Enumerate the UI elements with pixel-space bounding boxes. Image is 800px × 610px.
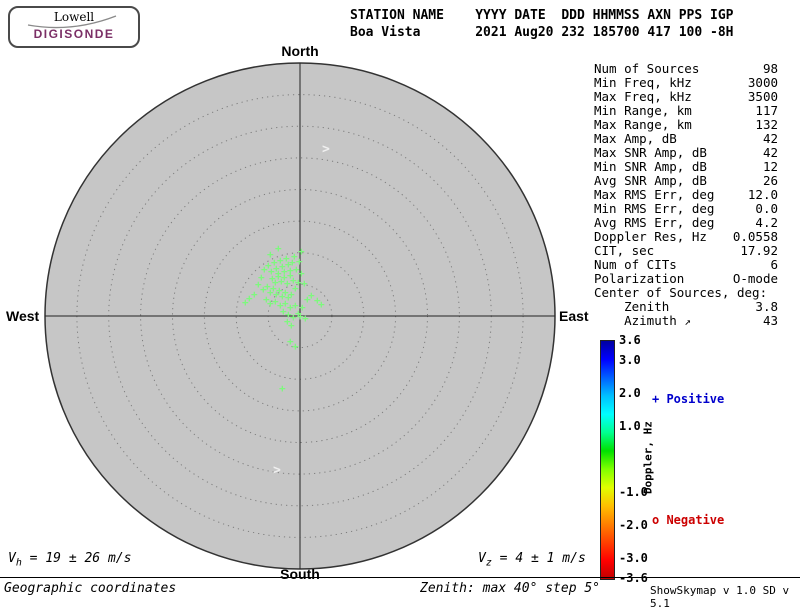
header-column-titles: STATION NAME YYYY DATE DDD HHMMSS AXN PP… [350,8,734,23]
stat-label: Zenith [594,299,670,314]
compass-label-south: South [280,566,320,582]
stats-panel: Num of Sources 98 Min Freq, kHz 3000 Max Fre… [594,62,778,329]
stat-label: Max Amp, dB [594,131,677,146]
stat-value: 42 [762,145,778,160]
stat-row: Max Range, km 132 [594,118,778,132]
stat-row: Min SNR Amp, dB 12 [594,160,778,174]
stat-row: CIT, sec 17.92 [594,244,778,258]
stat-label: CIT, sec [594,243,655,258]
vz-value: = 4 ± 1 m/s [491,551,586,566]
stat-value: 26 [762,173,778,188]
stat-value: 42 [762,131,778,146]
doppler-colorbar [600,340,615,580]
stat-value: 17.92 [740,243,778,258]
compass-label-east: East [559,308,589,324]
stat-value: 3000 [747,75,778,90]
stat-value: 43 [762,313,778,328]
stat-value: 98 [762,61,778,76]
colorbar-tick-label: -1.0 [619,485,648,500]
vh-subscript: h [15,557,22,569]
stat-row: Polarization O-mode [594,272,778,286]
stat-row: Max Freq, kHz 3500 [594,90,778,104]
logo-digisonde-text: DIGISONDE [33,27,115,41]
zenith-scale-label: Zenith: max 40° step 5° [420,581,601,596]
vz-symbol: V [478,551,486,566]
stat-value: 117 [755,103,778,118]
stat-label: Max Freq, kHz [594,89,692,104]
stat-label: Max SNR Amp, dB [594,145,707,160]
bottom-divider [0,577,800,578]
colorbar-tick-label: -2.0 [619,518,648,533]
stat-row: Max RMS Err, deg 12.0 [594,188,778,202]
stat-label: Avg RMS Err, deg [594,215,715,230]
stat-value: 12.0 [747,187,778,202]
program-version-label: ShowSkymap v 1.0 SD v 5.1 [650,584,790,610]
colorbar-tick-label: -3.0 [619,551,648,566]
stat-row: Center of Sources, deg: [594,286,778,300]
stat-value: 6 [770,257,778,272]
stat-label: Avg SNR Amp, dB [594,173,707,188]
stat-label: Doppler Res, Hz [594,229,707,244]
stat-value: O-mode [732,271,778,286]
compass-label-north: North [281,43,319,59]
logo-swoosh-icon [27,15,117,29]
stat-row: Max SNR Amp, dB 42 [594,146,778,160]
stat-row: Azimuth ↗ 43 [594,314,778,329]
colorbar-tick-label: 2.0 [619,385,641,400]
stat-row: Max Amp, dB 42 [594,132,778,146]
stat-row: Num of Sources 98 [594,62,778,76]
stat-value: 3500 [747,89,778,104]
stat-value: 0.0558 [732,229,778,244]
stat-row: Avg SNR Amp, dB 26 [594,174,778,188]
stat-row: Zenith 3.8 [594,300,778,314]
stat-row: Avg RMS Err, deg 4.2 [594,216,778,230]
coordinates-mode-label: Geographic coordinates [4,581,177,596]
stat-label: Min Freq, kHz [594,75,692,90]
colorbar-tick-label: 3.0 [619,352,641,367]
header-station-values: Boa Vista 2021 Aug20 232 185700 417 100 … [350,25,734,40]
stat-value: 3.8 [755,299,778,314]
stat-label: Min SNR Amp, dB [594,159,707,174]
colorbar-title: Doppler, Hz [641,421,655,494]
stat-row: Min Range, km 117 [594,104,778,118]
compass-label-west: West [6,308,40,324]
vh-symbol: V [8,551,16,566]
stat-label: Min RMS Err, deg [594,201,715,216]
stat-row: Min RMS Err, deg 0.0 [594,202,778,216]
colorbar-tick-label: -3.6 [619,571,648,585]
stat-value: 0.0 [755,201,778,216]
colorbar-tick-label: 1.0 [619,418,641,433]
colorbar-tick-label: 3.6 [619,333,641,347]
stat-label: Min Range, km [594,103,692,118]
vh-value: = 19 ± 26 m/s [21,551,132,566]
stat-label: Azimuth ↗ [594,313,691,329]
stat-value: 4.2 [755,215,778,230]
header: STATION NAME YYYY DATE DDD HHMMSS AXN PP… [350,7,734,41]
positive-legend: + Positive [652,392,725,406]
horizontal-velocity-label: Vh = 19 ± 26 m/s [8,551,131,569]
stat-value: 132 [755,117,778,132]
stat-label: Polarization [594,271,685,286]
stat-label: Num of Sources [594,61,700,76]
stat-row: Num of CITs 6 [594,258,778,272]
stat-row: Min Freq, kHz 3000 [594,76,778,90]
stat-label: Center of Sources, deg: [594,285,768,300]
stat-value: 12 [762,159,778,174]
vz-subscript: z [485,557,492,569]
azimuth-direction-arrow-icon: ↗ [684,315,691,328]
stat-label: Max RMS Err, deg [594,187,715,202]
stat-row: Doppler Res, Hz 0.0558 [594,230,778,244]
logo-lowell-text: Lowell [53,10,95,24]
negative-legend: o Negative [652,513,725,527]
stat-label: Num of CITs [594,257,677,272]
colorbar-ticks: 3.6 3.0 2.0 1.0 -1.0 -2.0 -3.0 -3.6 [619,333,655,585]
lowell-digisonde-logo: Lowell DIGISONDE [8,6,140,48]
stat-label: Max Range, km [594,117,692,132]
vertical-velocity-label: Vz = 4 ± 1 m/s [478,551,586,569]
